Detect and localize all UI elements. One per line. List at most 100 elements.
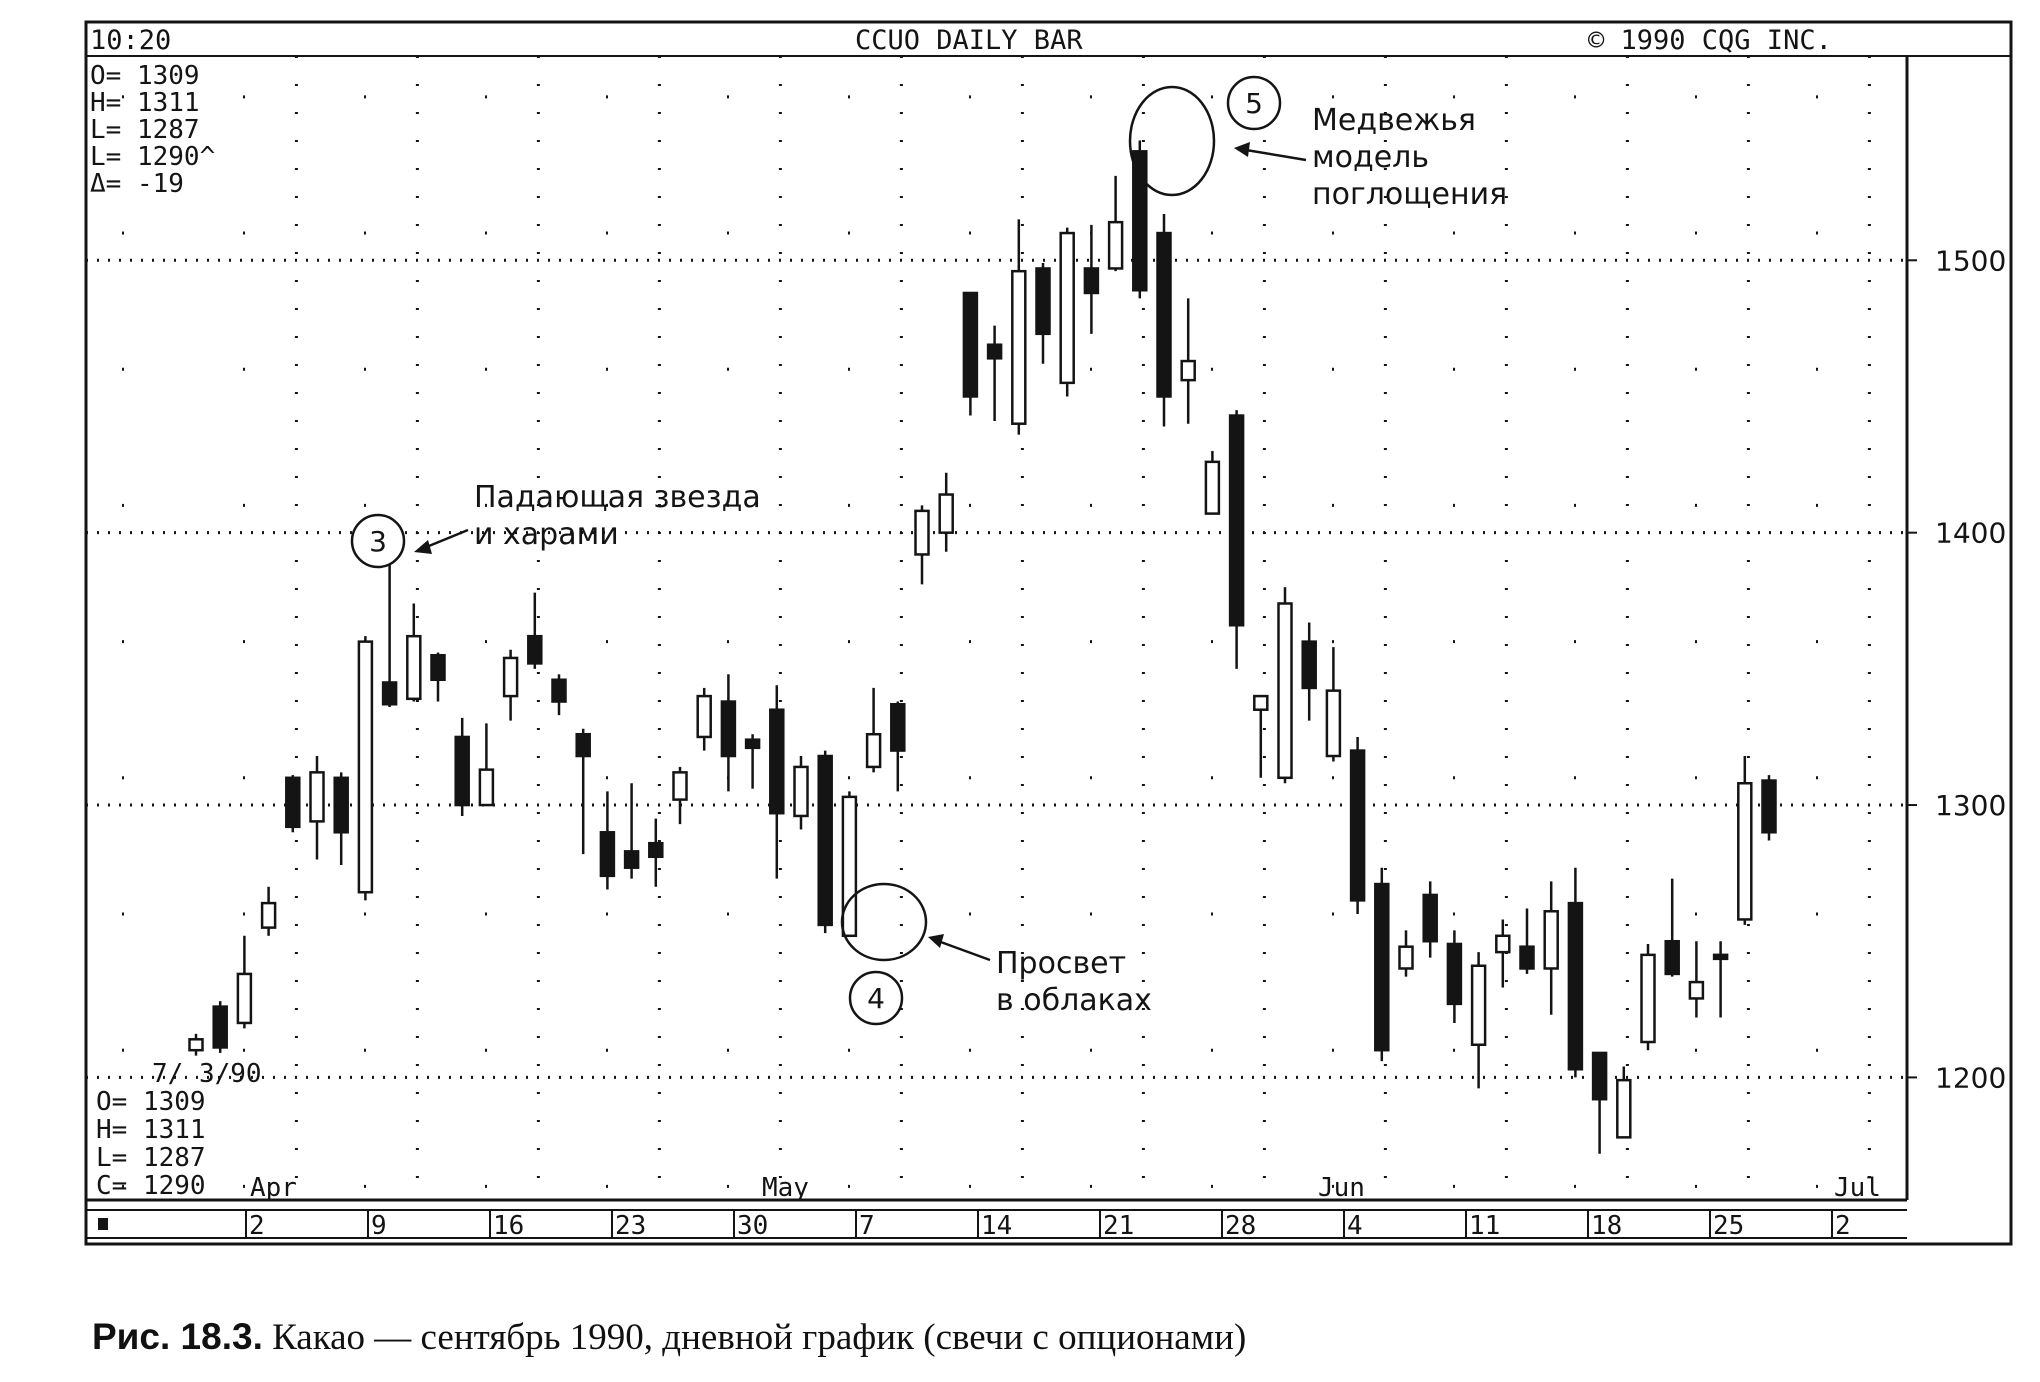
ohlc-top-high: H= 1311 xyxy=(90,88,200,118)
header-copyright: © 1990 CQG INC. xyxy=(1588,25,1832,56)
candle-body-black xyxy=(1132,150,1148,292)
candle-body-white xyxy=(696,694,712,739)
candle-body-black xyxy=(1567,901,1584,1071)
week-label: 21 xyxy=(1103,1211,1134,1241)
annotation-3-line2: и харами xyxy=(474,517,619,552)
candle xyxy=(357,636,374,901)
candle xyxy=(817,750,833,934)
candle xyxy=(1737,756,1753,925)
candle-body-black xyxy=(1761,779,1777,834)
candle xyxy=(672,766,688,825)
candle-body-white xyxy=(865,732,882,769)
candle xyxy=(696,687,712,751)
candle xyxy=(914,505,930,585)
week-label: 30 xyxy=(737,1211,768,1241)
candle xyxy=(841,791,858,938)
annotation-4-circle xyxy=(848,970,904,1026)
candle-body-black xyxy=(648,841,664,859)
annotation-3-number: 3 xyxy=(369,525,387,558)
ohlc-readout-bottom: 7/ 3/90 O= 1309 H= 1311 L= 1287 C= 1290 xyxy=(96,1059,262,1201)
candle xyxy=(1495,919,1511,988)
candle xyxy=(1035,263,1051,364)
candle xyxy=(1640,943,1656,1051)
candle xyxy=(454,717,470,816)
candle xyxy=(478,723,495,807)
candle-body-white xyxy=(236,972,253,1025)
candle xyxy=(236,935,253,1029)
candle xyxy=(260,886,277,936)
candle xyxy=(890,701,906,792)
week-label: 25 xyxy=(1713,1211,1744,1241)
week-label: 23 xyxy=(615,1211,646,1241)
candle-body-white xyxy=(1737,782,1753,921)
candle xyxy=(333,772,349,865)
annotation-3-circle xyxy=(350,513,406,569)
candle-body-white xyxy=(1688,980,1705,1000)
candle-body-black xyxy=(212,1005,228,1049)
candle xyxy=(769,685,785,879)
candle xyxy=(1011,219,1027,435)
candle xyxy=(1591,1051,1608,1154)
candle-body-white xyxy=(478,768,495,807)
candle xyxy=(1083,224,1100,334)
candle xyxy=(1761,775,1777,841)
candle xyxy=(502,649,519,721)
candle-body-black xyxy=(1712,953,1729,961)
ohlc-bottom-open: O= 1309 xyxy=(96,1087,206,1117)
candle-body-black xyxy=(962,291,979,398)
candle-body-black xyxy=(986,343,1003,360)
caption-label: Рис. 18.3. xyxy=(92,1316,263,1357)
candle xyxy=(1301,622,1317,721)
candle xyxy=(551,674,567,716)
candle-body-white xyxy=(938,493,954,534)
annotation-4-line1: Просвет xyxy=(996,946,1126,981)
candle-body-white xyxy=(1180,359,1196,382)
week-label: 14 xyxy=(981,1211,1012,1241)
candle xyxy=(720,674,737,792)
candle xyxy=(793,756,809,830)
candle-body-black xyxy=(381,681,398,706)
candle-body-white xyxy=(188,1038,204,1052)
candle xyxy=(212,1001,228,1053)
candle xyxy=(406,603,422,702)
candle xyxy=(865,687,882,773)
candle xyxy=(1446,930,1463,1023)
candle xyxy=(648,818,664,887)
month-label: Jun xyxy=(1318,1173,1365,1203)
candle xyxy=(1156,213,1172,427)
candle-body-white xyxy=(1059,231,1075,385)
candle-body-white xyxy=(1543,910,1559,970)
caption-text: Какао — сентябрь 1990, дневной график (с… xyxy=(272,1317,1247,1358)
candle-body-black xyxy=(1228,414,1245,627)
candle-body-black xyxy=(817,754,833,927)
candle-body-black xyxy=(333,776,349,834)
candle-body-black xyxy=(1156,231,1172,398)
candle xyxy=(1398,930,1414,977)
ohlc-readout-top: O= 1309 H= 1311 L= 1287 L= 1290^ Δ= -19 xyxy=(90,61,215,199)
annotation-5-ellipse xyxy=(1128,85,1216,197)
candle xyxy=(1543,881,1559,1015)
candle xyxy=(1688,941,1705,1018)
candle xyxy=(1228,410,1245,669)
month-label: May xyxy=(762,1173,809,1203)
candle xyxy=(1059,227,1075,397)
annotation-3-line1: Падающая звезда xyxy=(474,480,761,515)
candle xyxy=(1107,175,1124,272)
y-tick-label: 1300 xyxy=(1935,789,2006,822)
candle xyxy=(938,472,954,552)
candle-body-white xyxy=(1495,934,1511,954)
annotation-3-arrow xyxy=(423,528,469,550)
candle xyxy=(309,756,325,860)
candle xyxy=(1712,941,1729,1018)
candle-body-black xyxy=(1083,267,1100,295)
annotation-4-line2: в облаках xyxy=(996,983,1152,1018)
candle-body-black xyxy=(1374,882,1390,1052)
candle-body-white xyxy=(406,634,422,701)
header-time: 10:20 xyxy=(90,25,171,56)
candle xyxy=(1470,952,1487,1089)
candle-body-white xyxy=(357,640,374,894)
candle-body-white xyxy=(841,795,858,938)
week-label: 2 xyxy=(249,1211,265,1241)
week-label: 16 xyxy=(493,1211,524,1241)
candle-body-black xyxy=(1519,945,1535,970)
